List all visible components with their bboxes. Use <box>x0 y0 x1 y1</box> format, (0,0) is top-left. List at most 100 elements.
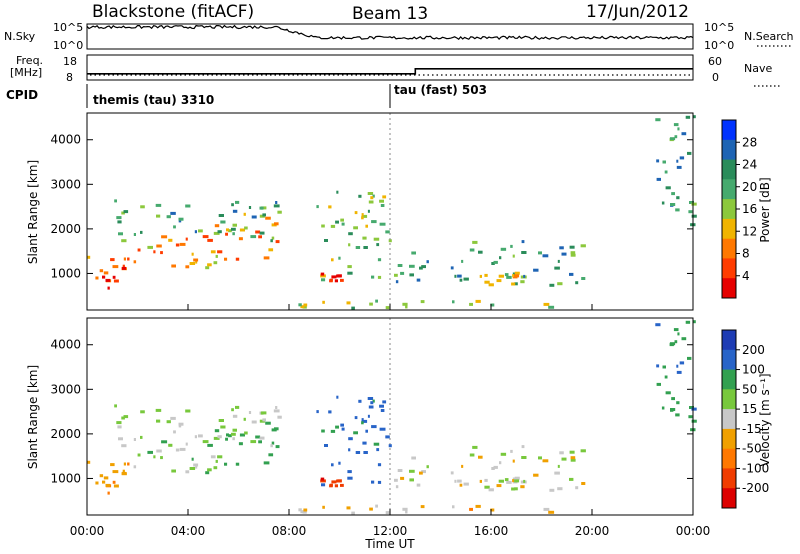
velocity-cell <box>681 337 687 341</box>
power-cell <box>691 214 697 218</box>
velocity-cell <box>189 467 196 470</box>
velocity-cell <box>156 449 162 453</box>
velocity-cell <box>244 431 248 435</box>
velocity-cell <box>479 479 482 483</box>
nsky-tick-high: 10^5 <box>53 21 83 34</box>
power-cell <box>379 199 384 203</box>
power-cell <box>302 305 307 309</box>
power-cell <box>298 303 302 307</box>
velocity-cell <box>121 416 125 420</box>
velocity-cell <box>273 409 280 413</box>
velocity-colorbar-label: Velocity [m s⁻¹] <box>758 373 772 466</box>
power-cell <box>147 245 153 249</box>
velocity-cell <box>303 508 308 512</box>
colorbar-swatch <box>722 120 736 141</box>
power-cell <box>226 228 229 232</box>
x-tick-label: 00:00 <box>676 524 711 538</box>
velocity-cell <box>116 421 122 425</box>
power-cell <box>677 127 680 131</box>
velocity-cell <box>514 487 518 491</box>
velocity-cell <box>554 471 560 475</box>
power-cell <box>409 264 415 268</box>
velocity-cell <box>543 507 550 511</box>
velocity-cell <box>340 423 344 427</box>
velocity-cell <box>490 508 495 512</box>
power-cell <box>675 208 680 212</box>
y-tick-label: 3000 <box>50 177 81 191</box>
velocity-cell <box>500 452 507 456</box>
power-cell <box>259 231 265 235</box>
velocity-cell <box>238 442 243 446</box>
power-cell <box>493 260 498 264</box>
y-tick-label: 2000 <box>50 427 81 441</box>
velocity-cell <box>161 440 168 444</box>
velocity-cell <box>102 480 106 484</box>
power-panel: 1000 2000 3000 4000 Slant Range [km] <box>26 112 697 515</box>
power-cell <box>377 275 382 279</box>
power-cell <box>232 223 237 227</box>
velocity-cell <box>155 408 162 412</box>
velocity-cell <box>207 468 212 472</box>
power-cell <box>178 219 182 223</box>
power-cell <box>511 282 516 286</box>
velocity-cell <box>499 461 502 465</box>
power-cell <box>193 258 199 262</box>
power-cell <box>512 254 515 258</box>
velocity-cell <box>691 407 697 411</box>
velocity-cell <box>156 419 161 423</box>
x-tick-label: 04:00 <box>171 524 206 538</box>
velocity-cell <box>491 467 495 470</box>
power-cell <box>362 236 367 240</box>
velocity-cell <box>336 479 342 483</box>
velocity-cell <box>232 414 238 418</box>
power-cell <box>170 211 176 215</box>
power-cell <box>679 156 685 160</box>
colorbar-swatch <box>722 428 736 450</box>
power-cell <box>542 254 549 258</box>
power-cell <box>205 266 210 270</box>
colorbar-tick-label: 50 <box>742 382 757 396</box>
velocity-cell <box>243 417 246 421</box>
power-cell <box>373 237 380 241</box>
velocity-cell <box>361 421 364 425</box>
power-cell <box>665 186 671 190</box>
velocity-cell <box>661 406 665 410</box>
velocity-cell <box>113 484 119 488</box>
power-cell <box>543 302 550 306</box>
velocity-cell <box>504 478 509 482</box>
velocity-cell <box>347 476 353 480</box>
velocity-cell <box>674 340 678 344</box>
power-cell <box>140 230 143 234</box>
power-cell <box>335 220 339 224</box>
x-tick-label: 00:00 <box>70 524 105 538</box>
power-cell <box>365 224 368 228</box>
velocity-cell <box>358 399 362 403</box>
velocity-cell <box>656 364 660 368</box>
velocity-cell <box>331 463 334 467</box>
power-cell <box>348 232 353 236</box>
power-cell <box>670 203 676 206</box>
velocity-cell <box>210 455 216 459</box>
y-tick-label: 1000 <box>50 471 81 485</box>
velocity-cell <box>370 401 374 405</box>
power-cell <box>178 217 184 221</box>
velocity-cell <box>300 510 305 514</box>
velocity-cell <box>569 477 574 481</box>
power-cell <box>557 259 560 263</box>
velocity-cell <box>478 455 483 459</box>
power-cell <box>324 239 328 242</box>
power-cell <box>105 278 111 282</box>
power-cell <box>369 302 373 306</box>
power-cell <box>570 253 576 257</box>
power-cell <box>472 240 478 244</box>
velocity-cell <box>95 481 99 485</box>
power-cell <box>376 243 380 247</box>
power-cell <box>388 239 392 243</box>
velocity-cell <box>454 479 457 483</box>
velocity-cell <box>493 465 498 469</box>
velocity-cell <box>400 476 405 480</box>
power-cell <box>87 255 91 259</box>
power-cell <box>368 200 374 204</box>
velocity-cell <box>685 320 691 324</box>
cpid-row: CPID themis (tau) 3310 tau (fast) 503 <box>6 83 487 108</box>
